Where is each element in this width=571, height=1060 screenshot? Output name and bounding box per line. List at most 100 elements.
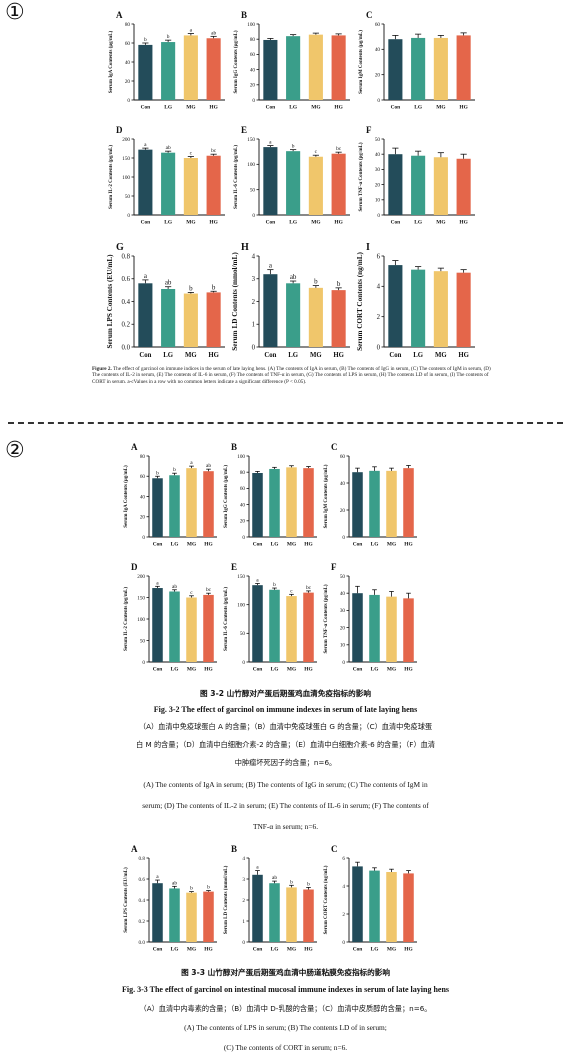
chart-s2b-b: B Serum LD Contents (mmol/mL) 0 1 2 3 4 a Con ab L… [224,844,317,953]
x-tick-label: MG [436,105,446,111]
panel-label: C [366,10,373,20]
x-tick-label: MG [287,667,297,673]
bar [252,585,263,662]
y-tick-label: 20 [375,72,381,78]
significance-letter: b [190,886,193,892]
chart-s1-f: F Serum TNF-α Contents (pg/mL) 0 10 20 30 40 50… [359,125,475,226]
bar [403,598,414,662]
chart-s2a-b: B Serum IgG Contents (μg/mL) 0 20 40 60 80 100 C… [224,442,317,548]
chart-s2b-a: A Serum LPS Contents (EU/mL) 0.0 0.2 0.4 0.6 0… [124,844,217,953]
fig-3-3-title-en: Fig. 3-3 The effect of garcinol on intes… [121,985,450,994]
bar [161,288,176,347]
y-tick-label: 150 [122,156,130,162]
y-tick-label: 60 [140,474,146,480]
x-tick-label: HG [404,667,413,673]
y-tick-label: 4 [342,884,345,890]
significance-letter: ab [272,875,277,881]
y-tick-label: 50 [375,137,381,143]
panel-label: A [116,10,123,20]
significance-letter: a [256,865,259,871]
x-tick-label: Con [153,667,163,673]
fig-3-3-title-cn: 图 3-3 山竹醇对产蛋后期蛋鸡血清中肠道粘膜免疫指标的影响 [181,968,390,977]
y-tick-label: 0 [242,660,245,666]
significance-letter: a [269,262,273,270]
y-axis-label: Serum IgG Contents (μg/mL) [224,465,229,528]
y-tick-label: 100 [247,22,255,28]
significance-letter: b [207,885,210,891]
significance-letter: b [189,284,193,292]
panel-label: G [116,242,124,253]
y-tick-label: 200 [122,137,130,143]
y-tick-label: 80 [125,22,131,28]
y-tick-label: 0 [342,660,345,666]
y-tick-label: 40 [125,60,131,66]
fig-3-2-title-en: Fig. 3-2 The effect of garcinol on immun… [153,705,418,714]
section-2-marker: ② [5,438,25,463]
y-tick-label: 4 [252,253,256,260]
x-tick-label: Con [353,542,363,548]
y-axis-label: Serum IL-2 Contents (pg/mL) [109,145,114,209]
y-axis-label: Serum LPS Contents (EU/mL) [124,867,129,933]
y-tick-label: 0 [242,940,245,946]
bar [186,892,197,942]
y-tick-label: 0 [377,213,380,219]
fig-3-2-desc-en-2: serum; (D) The contents of IL-2 in serum… [142,801,429,810]
x-tick-label: LG [414,105,423,111]
bar [456,35,471,100]
y-tick-label: 40 [340,481,346,487]
bar [433,157,448,215]
bar [152,588,163,662]
x-tick-label: LG [164,105,173,111]
x-tick-label: LG [164,220,173,226]
y-axis-label: Serum IgM Contents (μg/mL) [324,464,329,528]
y-tick-label: 40 [375,47,381,53]
x-tick-label: HG [304,667,313,673]
bar [286,596,297,662]
x-tick-label: Con [253,667,263,673]
x-tick-label: MG [187,542,197,548]
y-tick-label: 0.2 [139,919,146,925]
y-tick-label: 0 [252,213,255,219]
fig-3-3-desc-cn-1: （A）血清中内毒素的含量；（B）血清中 D-乳酸的含量；（C）血清中皮质醇的含量… [139,1004,432,1013]
x-tick-label: Con [153,542,163,548]
significance-letter: a [190,460,193,466]
y-tick-label: 3 [242,877,245,883]
section-1-marker: ① [5,0,25,25]
bar [388,154,403,215]
x-tick-label: HG [404,947,413,953]
bar [352,866,363,942]
chart-s1-e: E Serum IL-6 Contents (pg/mL) 0 50 100 150 a Co… [234,125,350,226]
y-tick-label: 20 [250,83,256,89]
bar [286,467,297,537]
chart-s2a-e: E Serum IL-6 Contents (pg/mL) 0 50 100 150 a Co… [224,562,317,673]
significance-letter: c [290,588,293,594]
bar [331,290,346,347]
y-tick-label: 0 [252,98,255,104]
y-axis-label: Serum IgM Contents (μg/mL) [359,30,364,94]
x-tick-label: LG [171,667,180,673]
bar [206,38,221,100]
bar [369,470,380,537]
bar [169,475,180,537]
panel-label: E [231,562,237,572]
panel-label: B [231,844,237,854]
bar [303,468,314,537]
x-tick-label: HG [304,947,313,953]
x-tick-label: LG [371,667,380,673]
y-tick-label: 20 [340,508,346,514]
bar [308,34,323,100]
significance-letter: a [156,874,159,880]
panel-label: I [366,242,370,253]
x-tick-label: HG [204,542,213,548]
panel-label: D [131,562,138,572]
significance-letter: c [315,149,318,155]
panel-label: H [241,242,249,253]
bar [386,470,397,537]
bar [161,152,176,215]
significance-letter: a [256,577,259,583]
panel-label: A [131,442,138,452]
panel-label: C [331,442,338,452]
chart-s2a-a: A Serum IgA Contents (μg/mL) 0 20 40 60 80 b Con… [124,442,217,548]
y-tick-label: 0 [342,535,345,541]
